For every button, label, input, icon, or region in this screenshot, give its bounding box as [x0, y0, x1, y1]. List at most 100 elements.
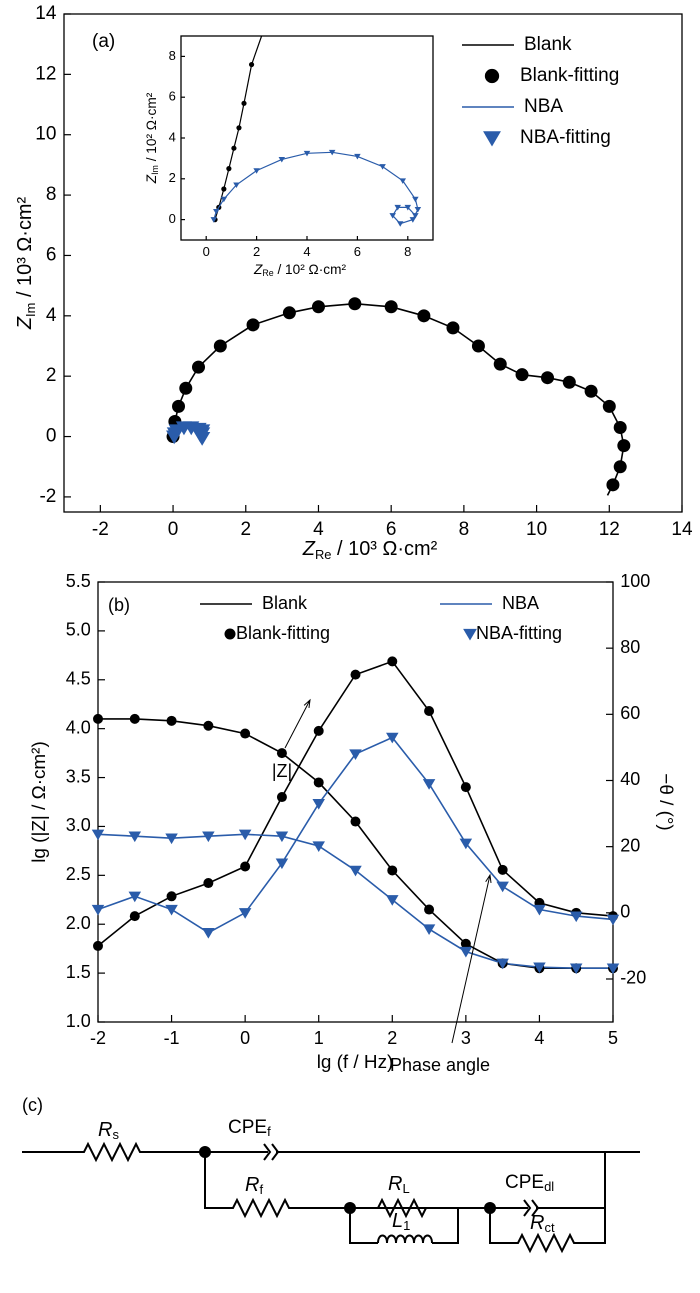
marker [213, 339, 227, 353]
y2-tick-label: -20 [620, 968, 646, 988]
element-label: CPEf [228, 1117, 271, 1139]
cpe-symbols [263, 1143, 540, 1217]
marker [496, 958, 509, 970]
plot-frame [63, 13, 683, 513]
marker [606, 478, 620, 492]
marker [350, 669, 361, 680]
inset-background [181, 36, 433, 240]
marker [460, 782, 471, 793]
axis-label: ZIm / 10² Ω·cm² [144, 92, 161, 184]
marker [328, 149, 336, 156]
marker [226, 166, 232, 172]
marker [313, 777, 324, 788]
label-var: Z [253, 262, 263, 277]
x-tick-label: 0 [203, 244, 210, 259]
marker [394, 204, 401, 211]
marker [128, 831, 142, 843]
legend-label: NBA-fitting [476, 623, 562, 643]
node [199, 1146, 211, 1158]
y-tick-label: 2.5 [66, 864, 91, 884]
marker [379, 164, 386, 170]
y-tick-label: 2 [46, 365, 57, 386]
marker [282, 306, 296, 320]
marker [166, 715, 177, 726]
marker [569, 963, 583, 975]
x-tick-label: 6 [354, 244, 361, 259]
marker [493, 357, 507, 371]
axis-label: ZIm / 10³ Ω·cm² [14, 196, 38, 330]
marker [533, 904, 546, 916]
x-tick-label: 8 [459, 519, 470, 540]
y-tick-label: 4 [46, 305, 57, 326]
y-tick-label: 2 [169, 170, 176, 185]
marker [386, 895, 399, 906]
y-tick-label: 0 [46, 426, 57, 447]
marker [93, 713, 103, 724]
marker [233, 182, 240, 189]
annotation-arrow [451, 873, 492, 1044]
axis-label: −θ / (°) [655, 773, 676, 830]
marker [210, 217, 218, 223]
legend-label: NBA-fitting [520, 127, 611, 148]
x-tick-label: 5 [608, 1028, 618, 1048]
node [484, 1202, 496, 1214]
y-tick-label: 4 [169, 129, 176, 144]
marker [422, 779, 436, 790]
y-tick-label: 0 [169, 211, 176, 226]
marker [396, 221, 404, 227]
x-tick-label: 2 [253, 244, 260, 259]
marker [253, 168, 260, 174]
marker [459, 946, 473, 958]
label-sub: Im [150, 165, 160, 175]
x-tick-label: 6 [386, 519, 397, 540]
marker [613, 460, 627, 474]
marker [412, 213, 419, 219]
marker [569, 911, 583, 923]
marker [129, 911, 140, 922]
y-tick-label: 5.5 [66, 571, 91, 591]
marker [412, 196, 419, 203]
y2-tick-label: 20 [620, 835, 640, 855]
series-line [172, 302, 625, 496]
element-label: Rs [98, 1119, 119, 1142]
marker [417, 309, 431, 323]
legend-label: NBA [502, 593, 539, 613]
marker [562, 375, 576, 389]
element-label: L1 [392, 1210, 410, 1233]
marker [179, 381, 193, 395]
plot: -2 0 2 4 6 8 10 12 14 -2 0 2 4 6 8 10 12 14 (a) Blank Blank-… [35, 3, 693, 540]
marker [350, 816, 361, 827]
annotation-arrow [284, 698, 311, 749]
marker [463, 628, 477, 641]
marker [238, 829, 252, 841]
marker [202, 927, 215, 939]
plot-frame [97, 581, 614, 1023]
y-tick-label: 4.5 [66, 669, 91, 689]
y2-tick-label: 60 [620, 703, 640, 723]
x-tick-label: 4 [303, 244, 310, 259]
x-tick-label: 2 [387, 1028, 397, 1048]
y-tick-label: 3.0 [66, 815, 91, 835]
y-tick-label: 2.0 [66, 913, 91, 933]
marker [349, 749, 362, 760]
marker [192, 360, 206, 374]
marker [460, 938, 471, 949]
x-tick-label: 0 [168, 519, 179, 540]
y-tick-label: 14 [35, 3, 57, 24]
marker [533, 962, 546, 974]
y-tick-label: 8 [46, 184, 57, 205]
marker [276, 792, 287, 803]
marker [203, 878, 214, 889]
marker [613, 420, 627, 434]
marker [404, 204, 412, 211]
element-label: RL [388, 1173, 410, 1196]
y-tick-label: 8 [169, 48, 176, 63]
marker [278, 156, 286, 163]
marker [387, 865, 398, 876]
marker [236, 125, 242, 131]
marker [312, 841, 325, 852]
y2-tick-label: 0 [620, 902, 630, 922]
marker [166, 891, 177, 902]
x-tick-label: 1 [314, 1028, 324, 1048]
marker [424, 706, 435, 717]
